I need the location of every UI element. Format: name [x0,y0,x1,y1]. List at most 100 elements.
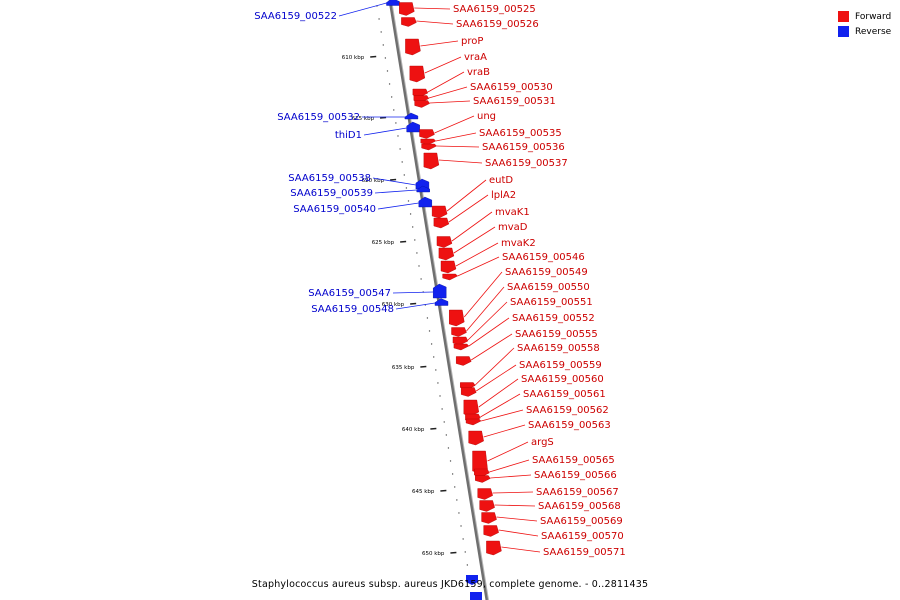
gene-block-SAA6159_00535 [420,138,437,146]
gene-leader-SAA6159_00549 [463,271,503,318]
gene-leader-ung [434,115,475,134]
tick-mark [370,55,377,58]
gene-leader-SAA6159_00565 [489,459,530,473]
tick-label: 630 kbp [382,302,405,308]
gene-block-SAA6159_00568 [479,500,495,512]
reverse-gene-block [466,575,478,585]
gene-leader-SAA6159_00562 [480,409,524,422]
guide-dot [430,343,433,345]
gene-label-SAA6159_00555: SAA6159_00555 [515,329,598,340]
gene-label-SAA6159_00549: SAA6159_00549 [505,267,588,278]
guide-dot [443,421,445,423]
guide-dot [397,135,399,137]
gene-block-SAA6159_00526 [401,17,417,27]
gene-leader-vraB [427,71,465,93]
guide-dot [449,460,452,462]
gene-label-SAA6159_00561: SAA6159_00561 [523,389,606,400]
gene-block-SAA6159_00549 [449,309,465,327]
gene-block-SAA6159_00532 [404,112,419,120]
gene-block-SAA6159_00525 [399,2,415,16]
gene-label-SAA6159_00536: SAA6159_00536 [482,142,565,153]
gene-leader-mvaK2 [455,242,499,267]
guide-dot [380,31,382,33]
gene-label-argS: argS [531,437,554,448]
gene-block-mvaK1 [436,236,453,248]
gene-block-eutD [431,205,448,219]
guide-dot [435,369,437,371]
gene-leader-vraA [424,56,462,74]
gene-leader-SAA6159_00567 [492,491,534,494]
gene-leader-SAA6159_00530 [428,86,468,99]
strand-legend: Forward Reverse [838,9,891,39]
gene-label-SAA6159_00570: SAA6159_00570 [541,531,624,542]
gene-block-SAA6159_00566 [475,475,491,483]
gene-block-SAA6159_00570 [483,525,499,537]
gene-label-SAA6159_00537: SAA6159_00537 [485,158,568,169]
gene-leader-SAA6159_00540 [377,202,419,210]
guide-dot [416,252,418,254]
guide-dot [433,356,435,358]
gene-leader-SAA6159_00568 [494,504,536,507]
guide-dot [388,83,391,85]
guide-dot [384,57,387,59]
gene-leader-thiD1 [363,127,407,136]
guide-dot [395,122,397,124]
gene-label-SAA6159_00569: SAA6159_00569 [540,516,623,527]
gene-label-SAA6159_00558: SAA6159_00558 [517,343,600,354]
gene-leader-SAA6159_00571 [501,546,541,553]
gene-label-lplA2: lplA2 [491,190,516,201]
gene-block-SAA6159_00567 [477,488,493,500]
guide-dot [462,538,464,540]
guide-dot [411,226,414,228]
gene-label-SAA6159_00539: SAA6159_00539 [290,188,373,199]
gene-label-mvaK1: mvaK1 [495,207,530,218]
gene-leader-SAA6159_00548 [395,302,436,310]
gene-label-SAA6159_00550: SAA6159_00550 [507,282,590,293]
guide-dot [386,70,389,72]
gene-leader-SAA6159_00525 [414,7,451,10]
tick-label: 620 kbp [362,178,385,184]
guide-dot [409,213,412,215]
gene-label-SAA6159_00571: SAA6159_00571 [543,547,626,558]
guide-dot [420,278,422,280]
gene-leader-SAA6159_00526 [416,20,454,25]
gene-leader-SAA6159_00531 [429,100,471,104]
gene-label-SAA6159_00532: SAA6159_00532 [277,112,360,123]
guide-dot [418,265,420,267]
gene-leader-SAA6159_00559 [475,364,517,392]
gene-label-SAA6159_00531: SAA6159_00531 [473,96,556,107]
gene-label-SAA6159_00559: SAA6159_00559 [519,360,602,371]
gene-block-SAA6159_00552 [453,343,470,351]
gene-block-SAA6159_00536 [421,143,437,151]
guide-dot [428,330,431,332]
gene-label-SAA6159_00526: SAA6159_00526 [456,19,539,30]
gene-block-SAA6159_00537 [423,152,440,170]
gene-label-eutD: eutD [489,175,513,186]
reverse-gene-block [470,592,482,600]
gene-block-lplA2 [433,217,450,229]
gene-label-mvaK2: mvaK2 [501,238,536,249]
guide-dot [403,174,405,176]
gene-block-SAA6159_00551 [452,336,469,346]
guide-dot [399,148,401,150]
gene-leader-mvaK1 [451,211,493,242]
gene-label-SAA6159_00551: SAA6159_00551 [510,297,593,308]
tick-label: 610 kbp [342,55,365,61]
gene-block-SAA6159_00546 [442,273,458,281]
gene-label-SAA6159_00525: SAA6159_00525 [453,4,536,15]
gene-label-SAA6159_00548: SAA6159_00548 [311,304,394,315]
gene-label-SAA6159_00522: SAA6159_00522 [254,11,337,22]
gene-block-vraA [409,65,426,83]
tick-mark [430,427,437,430]
gene-leader-argS [487,441,529,462]
guide-dot [458,512,460,514]
guide-dot [390,96,393,98]
guide-dot [393,109,395,111]
gene-label-SAA6159_00565: SAA6159_00565 [532,455,615,466]
gene-label-SAA6159_00560: SAA6159_00560 [521,374,604,385]
guide-dot [439,395,441,397]
guide-dot [426,317,429,319]
gene-label-thiD1: thiD1 [335,130,362,141]
gene-block-SAA6159_00540 [418,196,433,208]
tick-mark [450,551,457,554]
